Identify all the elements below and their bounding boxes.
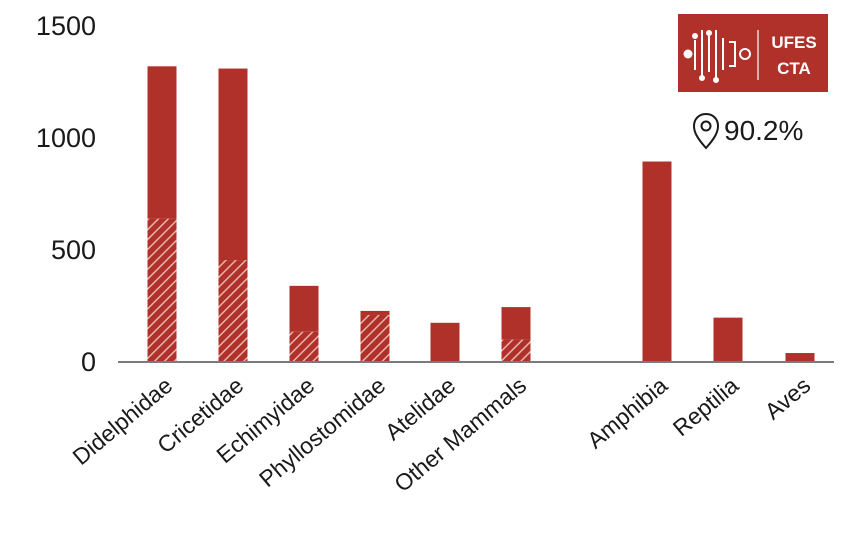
x-tick-label: Reptilia xyxy=(668,372,744,441)
y-tick-label: 1000 xyxy=(36,123,96,153)
badge-line-1: UFES xyxy=(771,33,816,52)
percentage-label: 90.2% xyxy=(724,115,803,146)
bar-solid-reptilia xyxy=(713,317,743,362)
bar-solid-phyllostomidae xyxy=(360,310,390,315)
x-tick-label: Phyllostomidae xyxy=(254,372,390,492)
bar-hatched-other-mammals xyxy=(501,339,531,362)
y-tick-label: 0 xyxy=(81,347,96,377)
bars xyxy=(147,66,815,362)
bar-solid-aves xyxy=(785,353,815,362)
bar-solid-echimyidae xyxy=(289,285,319,332)
badge-line-2: CTA xyxy=(777,59,811,78)
x-tick-label: Didelphidae xyxy=(67,372,177,470)
x-axis-labels: DidelphidaeCricetidaeEchimyidaePhyllosto… xyxy=(67,372,815,497)
bar-solid-cricetidae xyxy=(218,68,248,261)
y-tick-label: 500 xyxy=(51,235,96,265)
bar-hatched-didelphidae xyxy=(147,218,177,362)
bar-hatched-echimyidae xyxy=(289,331,319,362)
bar-solid-didelphidae xyxy=(147,66,177,219)
x-tick-label: Other Mammals xyxy=(389,372,531,497)
ufes-cta-logo: UFES CTA xyxy=(678,14,828,92)
location-pin-icon xyxy=(692,112,720,150)
bar-solid-other-mammals xyxy=(501,307,531,340)
location-annotation: 90.2% xyxy=(692,112,803,150)
bar-hatched-phyllostomidae xyxy=(360,314,390,362)
y-tick-label: 1500 xyxy=(36,11,96,41)
y-axis-ticks: 0 500 1000 1500 xyxy=(36,11,96,377)
circuit-logo-icon xyxy=(683,30,759,83)
x-tick-label: Aves xyxy=(760,372,816,425)
bar-hatched-cricetidae xyxy=(218,260,248,362)
bar-solid-amphibia xyxy=(642,161,672,362)
x-tick-label: Amphibia xyxy=(582,372,672,454)
bar-solid-atelidae xyxy=(430,322,460,362)
